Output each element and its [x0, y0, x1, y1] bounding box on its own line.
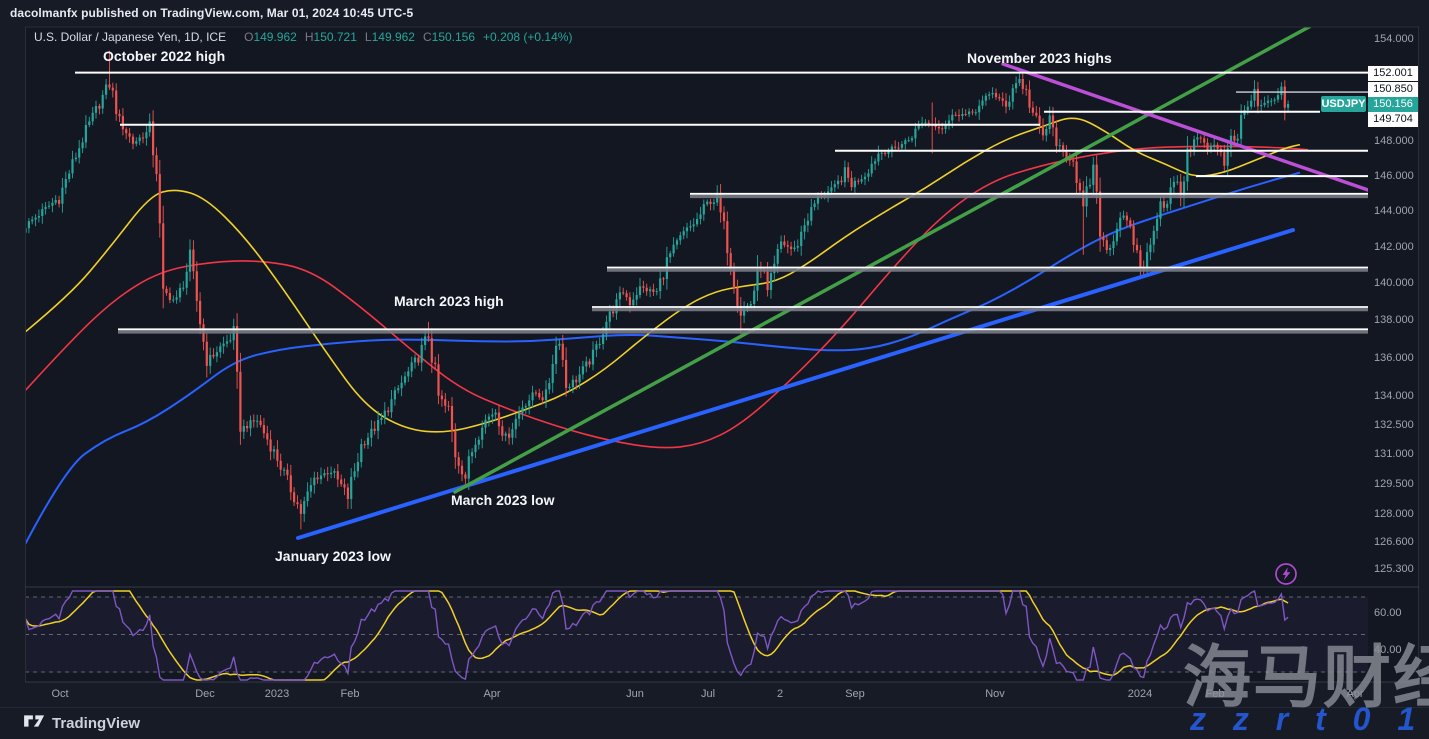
low-label: L — [364, 30, 372, 44]
price-axis-label: 129.500 — [1374, 478, 1414, 490]
price-axis-label: 126.600 — [1374, 536, 1414, 548]
price-level-box: 150.850 — [1368, 81, 1418, 97]
open-label: O — [244, 30, 254, 44]
price-axis-label: 144.000 — [1374, 205, 1414, 217]
time-axis-label: 2024 — [1127, 688, 1153, 700]
time-axis-label: Apr — [483, 688, 501, 700]
rsi-axis-label: 60.00 — [1374, 606, 1402, 619]
price-axis-label: 134.000 — [1374, 390, 1414, 402]
time-axis-label: Apr — [1346, 688, 1364, 700]
high-value: 150.721 — [313, 30, 357, 44]
watermark-url[interactable]: z z r t 0 1 . c n — [1190, 701, 1429, 737]
time-axis-label: Feb — [340, 688, 360, 700]
annotation-march-2023-high: March 2023 high — [394, 293, 504, 309]
rsi-axis-label: 40.00 — [1374, 643, 1402, 656]
price-axis-label: 154.000 — [1374, 33, 1414, 45]
price-level-box: 149.704 — [1368, 111, 1418, 127]
symbol-legend: U.S. Dollar / Japanese Yen, 1D, ICE O149.… — [34, 30, 572, 44]
high-label: H — [304, 30, 314, 44]
time-axis-label: Jun — [626, 688, 644, 700]
time-axis-label: 2 — [776, 688, 784, 700]
close-value: 150.156 — [431, 30, 476, 44]
annotation-march-2023-low: March 2023 low — [451, 492, 555, 508]
time-axis-label: Nov — [985, 688, 1005, 700]
price-axis-label: 146.000 — [1374, 170, 1414, 182]
tradingview-logo-icon — [24, 713, 45, 734]
time-axis-label: 2023 — [264, 688, 290, 700]
close-label: C — [422, 30, 432, 44]
time-axis-label: Jul — [700, 688, 716, 700]
price-axis-label: 125.300 — [1374, 563, 1414, 575]
price-axis-label: 131.000 — [1374, 448, 1414, 460]
symbol-title: U.S. Dollar / Japanese Yen, 1D, ICE — [34, 30, 227, 44]
boost-lightning-icon[interactable] — [1274, 562, 1298, 586]
price-axis-label: 140.000 — [1374, 277, 1414, 289]
open-value: 149.962 — [253, 30, 297, 44]
price-axis-label: 138.000 — [1374, 314, 1414, 326]
time-axis-label: Oct — [51, 688, 69, 700]
time-axis-label: Sep — [845, 688, 865, 700]
annotation-october-2022-high: October 2022 high — [103, 48, 226, 64]
time-axis-label: Dec — [195, 688, 215, 700]
price-axis-label: 128.000 — [1374, 508, 1414, 520]
published-by-line: dacolmanfx published on TradingView.com,… — [10, 6, 414, 20]
publish-header: dacolmanfx published on TradingView.com,… — [0, 0, 1429, 27]
price-axis-label: 132.500 — [1374, 419, 1414, 431]
tradingview-brand-text: TradingView — [52, 715, 141, 732]
current-price-box: 150.156 — [1368, 96, 1418, 112]
price-axis-label: 148.000 — [1374, 135, 1414, 147]
tradingview-footer-link[interactable]: TradingView — [24, 713, 140, 734]
annotation-november-2023-highs: November 2023 highs — [967, 50, 1112, 66]
symbol-badge: USDJPY — [1321, 96, 1366, 112]
low-value: 149.962 — [371, 30, 415, 44]
price-axis-label: 136.000 — [1374, 352, 1414, 364]
watermark-cjk: 海马财经 — [1183, 640, 1429, 716]
change-value: +0.208 (+0.14%) — [483, 30, 573, 44]
time-axis-label: Feb — [1205, 688, 1225, 700]
price-level-box: 152.001 — [1368, 65, 1418, 81]
price-axis-label: 142.000 — [1374, 241, 1414, 253]
annotation-january-2023-low: January 2023 low — [275, 548, 391, 564]
